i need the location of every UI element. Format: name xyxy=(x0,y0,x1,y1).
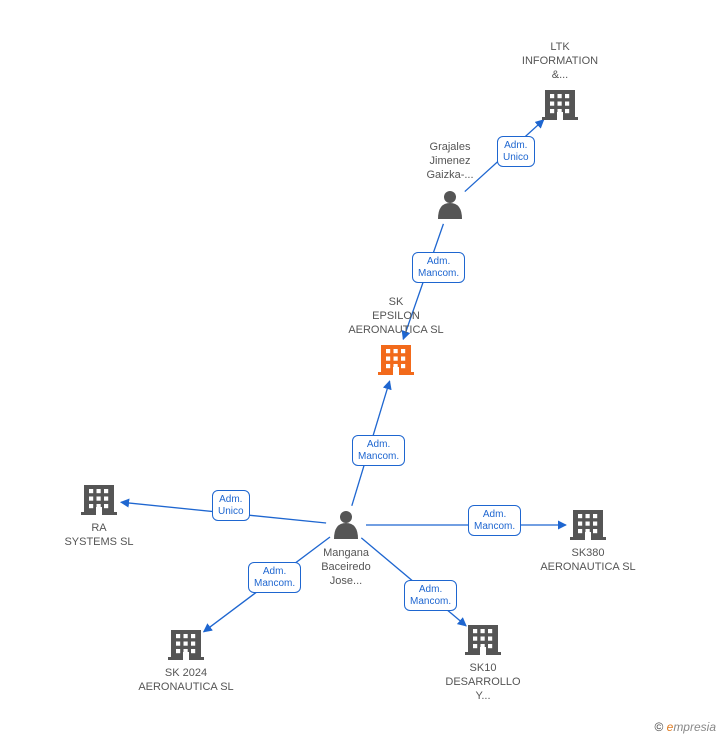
node-label: SK380 AERONAUTICA SL xyxy=(518,547,658,575)
edge-label: Adm. Unico xyxy=(212,490,250,521)
building-icon[interactable] xyxy=(378,345,414,375)
node-label: SK 2024 AERONAUTICA SL xyxy=(116,667,256,695)
node-label: LTK INFORMATION &... xyxy=(490,41,630,82)
brand-rest: mpresia xyxy=(673,720,716,734)
building-icon[interactable] xyxy=(81,485,117,515)
copyright-symbol: © xyxy=(654,720,663,734)
edge-label: Adm. Mancom. xyxy=(248,562,301,593)
building-icon[interactable] xyxy=(465,625,501,655)
node-label: SK10 DESARROLLO Y... xyxy=(413,662,553,703)
node-label: SK EPSILON AERONAUTICA SL xyxy=(326,296,466,337)
building-icon[interactable] xyxy=(542,90,578,120)
edge-label: Adm. Mancom. xyxy=(468,505,521,536)
edge-label: Adm. Mancom. xyxy=(412,252,465,283)
edge-label: Adm. Mancom. xyxy=(352,435,405,466)
person-icon[interactable] xyxy=(438,191,462,219)
person-icon[interactable] xyxy=(334,511,358,539)
copyright: © empresia xyxy=(654,720,716,734)
diagram-canvas xyxy=(0,0,728,740)
node-label: RA SYSTEMS SL xyxy=(29,522,169,550)
building-icon[interactable] xyxy=(570,510,606,540)
building-icon[interactable] xyxy=(168,630,204,660)
edge-label: Adm. Unico xyxy=(497,136,535,167)
edge-label: Adm. Mancom. xyxy=(404,580,457,611)
